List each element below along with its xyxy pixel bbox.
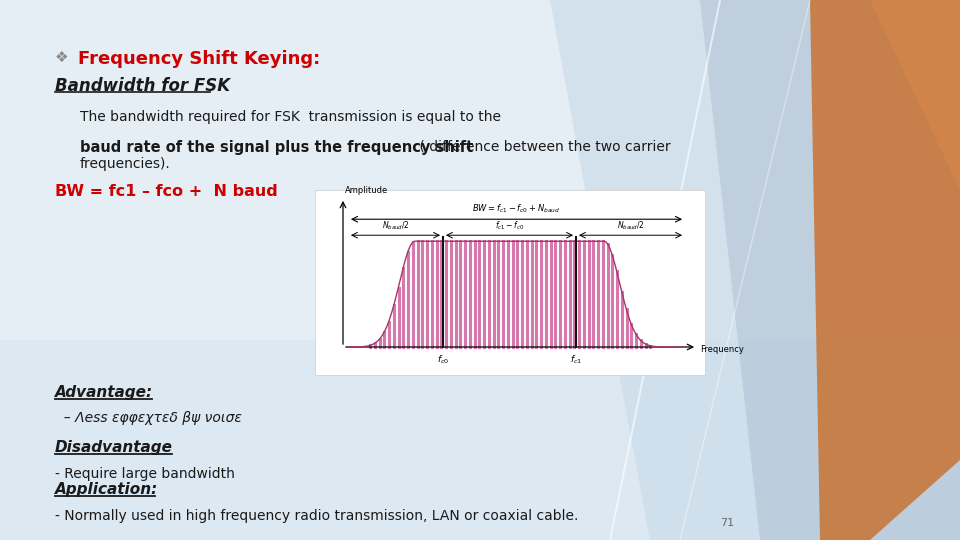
Bar: [315, 190, 705, 375]
Polygon shape: [700, 0, 960, 540]
Polygon shape: [810, 0, 960, 540]
Text: baud rate of the signal plus the frequency shift: baud rate of the signal plus the frequen…: [80, 140, 473, 155]
Polygon shape: [870, 0, 960, 190]
Text: $N_{baud}/2$: $N_{baud}/2$: [616, 220, 644, 232]
Text: Amplitude: Amplitude: [345, 186, 388, 195]
Text: – Λess εφφεχτεδ βψ νοισε: – Λess εφφεχτεδ βψ νοισε: [55, 411, 242, 425]
Text: Disadvantage: Disadvantage: [55, 440, 173, 455]
Text: The bandwidth required for FSK  transmission is equal to the: The bandwidth required for FSK transmiss…: [80, 110, 501, 124]
Text: $f_{c1} - f_{c0}$: $f_{c1} - f_{c0}$: [494, 220, 524, 232]
Text: ❖: ❖: [55, 50, 68, 65]
Text: Application:: Application:: [55, 482, 158, 497]
Text: Advantage:: Advantage:: [55, 385, 154, 400]
Polygon shape: [550, 0, 960, 540]
Text: - Require large bandwidth: - Require large bandwidth: [55, 467, 235, 481]
Bar: [0, 0, 960, 340]
Text: Frequency Shift Keying:: Frequency Shift Keying:: [78, 50, 321, 68]
Text: - Normally used in high frequency radio transmission, LAN or coaxial cable.: - Normally used in high frequency radio …: [55, 509, 578, 523]
Text: $f_{c1}$: $f_{c1}$: [570, 353, 582, 366]
Text: ( difference between the two carrier: ( difference between the two carrier: [415, 140, 671, 154]
Text: BW = fc1 – fco +  N baud: BW = fc1 – fco + N baud: [55, 184, 277, 199]
Text: $BW = f_{c1} - f_{c0} + N_{baud}$: $BW = f_{c1} - f_{c0} + N_{baud}$: [472, 202, 561, 215]
Text: 71: 71: [720, 518, 734, 528]
Text: Frequency: Frequency: [700, 345, 744, 354]
Text: $f_{c0}$: $f_{c0}$: [437, 353, 449, 366]
Text: $N_{baud}/2$: $N_{baud}/2$: [382, 220, 409, 232]
Text: Bandwidth for FSK: Bandwidth for FSK: [55, 77, 230, 95]
Text: frequencies).: frequencies).: [80, 157, 171, 171]
